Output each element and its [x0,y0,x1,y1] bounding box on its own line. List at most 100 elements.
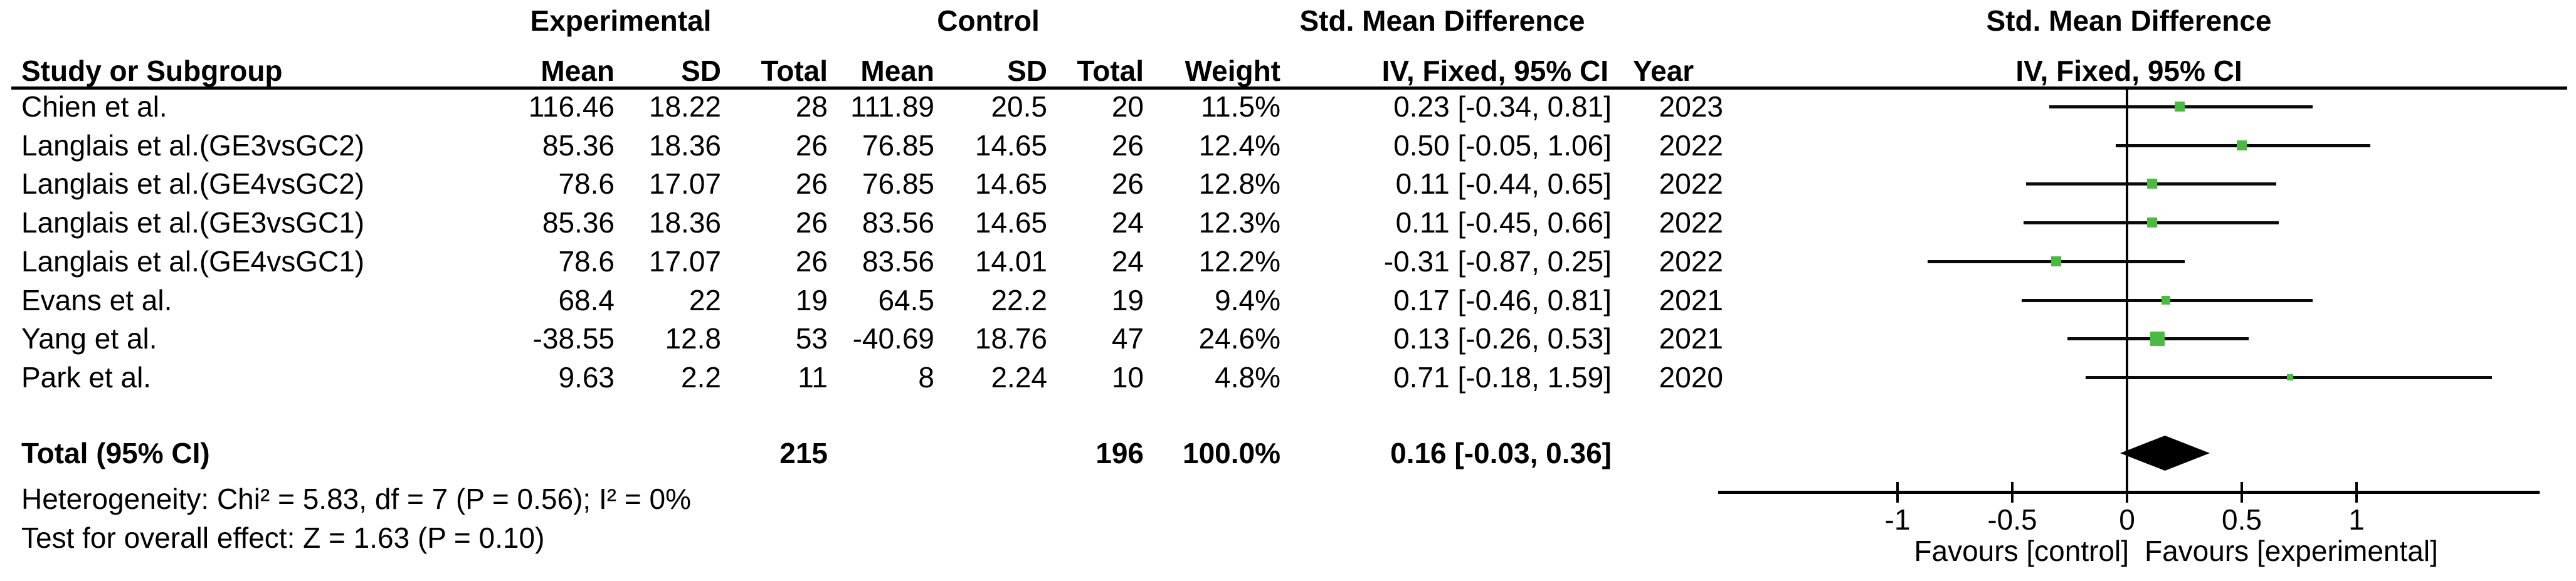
cell-ctrl-total: 10 [1111,361,1144,394]
cell-ci-text: 0.13 [-0.26, 0.53] [1393,322,1612,355]
cell-exp-total: 26 [795,167,828,200]
cell-ctrl-mean: 83.56 [862,245,934,278]
cell-ctrl-mean: 76.85 [862,129,934,162]
axis-tick [2126,482,2128,503]
cell-ctrl-mean: 111.89 [850,90,934,123]
cell-ci-text: 0.11 [-0.45, 0.66] [1395,206,1612,239]
col-header-exp-sd: SD [681,55,721,87]
cell-exp-mean: -38.55 [532,322,615,355]
cell-ctrl-sd: 2.24 [991,361,1047,394]
total-weight: 100.0% [1182,437,1280,469]
cell-exp-sd: 12.8 [665,322,721,355]
axis-tick [2241,482,2243,503]
cell-ctrl-sd: 18.76 [974,322,1047,355]
total-ci: 0.16 [-0.03, 0.36] [1390,437,1612,469]
cell-ctrl-total: 26 [1111,129,1144,162]
smd-marker [2147,179,2157,189]
cell-ctrl-total: 47 [1111,322,1144,355]
cell-weight: 12.3% [1198,206,1280,239]
smd-marker [2051,256,2061,266]
cell-year: 2021 [1659,284,1723,317]
cell-exp-mean: 116.46 [528,90,615,123]
study-name: Evans et al. [21,284,172,317]
study-name: Langlais et al.(GE4vsGC2) [21,167,365,200]
cell-exp-total: 53 [795,322,828,355]
cell-exp-sd: 2.2 [681,361,721,394]
smd-marker [2162,296,2170,305]
group-header-smd-plot: Std. Mean Difference [1986,4,2272,37]
col-header-exp-total: Total [761,55,828,87]
cell-exp-total: 28 [795,90,828,123]
total-exp-total: 215 [779,437,828,469]
cell-ctrl-total: 24 [1111,206,1144,239]
axis-tick [1896,482,1899,503]
cell-exp-total: 26 [795,206,828,239]
header-separator-line [11,86,2567,90]
axis-tick-label: 1 [2348,503,2365,536]
cell-year: 2021 [1659,322,1723,355]
cell-ctrl-mean: -40.69 [852,322,934,355]
favours-experimental-label: Favours [experimental] [2145,535,2438,567]
cell-year: 2022 [1659,206,1723,239]
cell-weight: 4.8% [1215,361,1280,394]
cell-year: 2022 [1659,129,1723,162]
cell-ci-text: 0.17 [-0.46, 0.81] [1393,284,1612,317]
cell-weight: 9.4% [1215,284,1280,317]
col-header-study: Study or Subgroup [21,55,283,87]
col-header-ctrl-sd: SD [1007,55,1047,87]
col-header-ctrl-mean: Mean [860,55,934,87]
cell-year: 2022 [1659,167,1723,200]
col-header-iv-fixed-plot: IV, Fixed, 95% CI [2015,55,2242,87]
smd-marker [2150,332,2165,346]
cell-ctrl-total: 24 [1111,245,1144,278]
total-label: Total (95% CI) [21,437,210,469]
col-header-exp-mean: Mean [541,55,615,87]
cell-ctrl-sd: 14.65 [974,129,1047,162]
cell-exp-sd: 18.22 [648,90,721,123]
cell-ctrl-mean: 76.85 [862,167,934,200]
smd-marker [2287,374,2293,380]
group-header-control: Control [937,4,1040,37]
axis-tick [2011,482,2014,503]
overall-effect-note: Test for overall effect: Z = 1.63 (P = 0… [21,521,545,554]
cell-year: 2023 [1659,90,1723,123]
cell-ctrl-total: 19 [1111,284,1144,317]
col-header-iv-fixed-table: IV, Fixed, 95% CI [1381,55,1608,87]
cell-exp-sd: 17.07 [648,245,721,278]
cell-ci-text: 0.23 [-0.34, 0.81] [1393,90,1612,123]
smd-marker [2147,217,2157,228]
axis-tick-label: 0.5 [2222,503,2262,536]
cell-exp-mean: 68.4 [558,284,615,317]
axis-tick-label: -1 [1884,503,1911,536]
cell-exp-mean: 85.36 [542,129,615,162]
x-axis-line [1718,491,2540,494]
total-diamond [2120,436,2210,471]
cell-ctrl-sd: 14.01 [974,245,1047,278]
cell-ctrl-sd: 22.2 [991,284,1047,317]
axis-tick-label: -0.5 [1987,503,2037,536]
smd-marker [2237,140,2247,150]
col-header-year: Year [1633,55,1694,87]
cell-exp-total: 11 [798,361,828,394]
cell-weight: 24.6% [1198,322,1280,355]
col-header-ctrl-total: Total [1077,55,1144,87]
cell-ctrl-sd: 14.65 [974,167,1047,200]
axis-tick [2355,482,2358,503]
cell-ctrl-sd: 14.65 [974,206,1047,239]
study-name: Yang et al. [21,322,157,355]
heterogeneity-note: Heterogeneity: Chi² = 5.83, df = 7 (P = … [21,483,691,515]
cell-weight: 12.4% [1198,129,1280,162]
cell-ctrl-mean: 64.5 [878,284,934,317]
cell-exp-sd: 18.36 [648,206,721,239]
study-name: Langlais et al.(GE3vsGC1) [21,206,365,239]
cell-exp-total: 26 [795,129,828,162]
study-name: Langlais et al.(GE3vsGC2) [21,129,365,162]
cell-exp-mean: 9.63 [558,361,615,394]
col-header-weight: Weight [1185,55,1280,87]
total-ctrl-total: 196 [1095,437,1144,469]
cell-weight: 12.2% [1198,245,1280,278]
cell-ctrl-total: 26 [1111,167,1144,200]
cell-exp-mean: 85.36 [542,206,615,239]
cell-exp-sd: 17.07 [648,167,721,200]
